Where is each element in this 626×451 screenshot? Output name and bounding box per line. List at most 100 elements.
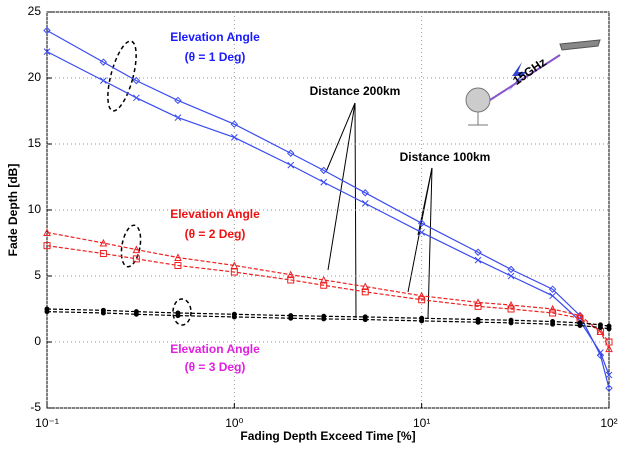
data-point xyxy=(287,276,295,284)
data-point xyxy=(44,309,50,315)
data-point xyxy=(230,120,239,128)
data-point xyxy=(577,323,583,328)
y-tick-label: 20 xyxy=(28,70,42,84)
series-line xyxy=(46,29,610,389)
data-point xyxy=(286,270,295,279)
data-point xyxy=(507,300,515,309)
data-point xyxy=(361,200,369,207)
annotation: Elevation Angle xyxy=(170,207,260,221)
y-tick-label: 5 xyxy=(34,268,41,282)
data-point xyxy=(99,58,108,66)
series xyxy=(43,242,613,346)
data-point xyxy=(605,338,613,346)
data-point xyxy=(230,261,239,269)
x-tick-label: 10¹ xyxy=(413,416,430,430)
data-point xyxy=(605,344,613,353)
data-point xyxy=(361,189,369,197)
series-line xyxy=(46,231,610,349)
data-point xyxy=(361,282,370,291)
data-point xyxy=(132,255,140,263)
data-point xyxy=(230,268,238,276)
data-point xyxy=(548,304,557,313)
data-point xyxy=(132,76,141,85)
y-axis-label: Fade Depth [dB] xyxy=(6,164,20,257)
data-point xyxy=(507,265,515,274)
data-point xyxy=(287,161,295,169)
data-point xyxy=(597,349,604,356)
data-point xyxy=(606,326,612,332)
x-tick-label: 10² xyxy=(600,416,617,430)
data-point xyxy=(418,296,426,304)
data-point xyxy=(43,228,51,236)
data-point xyxy=(417,219,426,227)
data-point xyxy=(287,149,295,157)
series-line xyxy=(46,51,610,376)
data-point xyxy=(174,96,182,105)
data-point xyxy=(174,261,182,269)
data-point xyxy=(474,298,482,306)
data-point xyxy=(508,320,514,326)
data-point xyxy=(576,314,584,322)
data-point xyxy=(100,77,107,84)
icons xyxy=(465,39,601,126)
data-point xyxy=(43,48,51,55)
annotation: Distance 200km xyxy=(310,84,401,98)
data-point xyxy=(174,114,182,121)
data-point xyxy=(605,371,613,379)
annotation: (θ = 2 Deg) xyxy=(185,227,246,241)
data-point xyxy=(362,317,368,323)
ellipse xyxy=(120,224,142,268)
data-point xyxy=(99,250,107,258)
x-tick-label: 10⁻¹ xyxy=(35,416,59,430)
data-point xyxy=(321,316,327,322)
data-point xyxy=(419,318,425,324)
y-tick-label: 15 xyxy=(28,136,42,150)
data-point xyxy=(133,311,139,317)
data-point xyxy=(418,229,426,236)
data-point xyxy=(320,281,328,289)
data-point xyxy=(99,238,108,247)
data-point xyxy=(288,315,294,321)
annotation: 15GHz xyxy=(510,55,549,88)
data-point xyxy=(43,26,51,35)
data-point xyxy=(43,242,51,250)
series xyxy=(43,228,613,353)
series xyxy=(44,309,612,332)
data-point xyxy=(231,314,237,320)
data-point xyxy=(549,309,557,317)
data-point xyxy=(361,288,369,296)
ellipse xyxy=(107,40,137,112)
data-point xyxy=(475,319,481,325)
ellipse xyxy=(172,298,192,326)
data-point xyxy=(474,256,482,264)
data-point xyxy=(320,166,328,175)
annotation: (θ = 1 Deg) xyxy=(185,50,246,64)
data-point xyxy=(550,321,556,327)
data-point xyxy=(132,245,141,254)
data-point xyxy=(133,94,140,102)
series xyxy=(43,48,613,379)
annotation: Elevation Angle xyxy=(170,342,260,356)
data-point xyxy=(507,305,515,313)
y-tick-label: 25 xyxy=(28,4,42,18)
data-point xyxy=(474,248,482,256)
series xyxy=(43,26,613,392)
x-tick-label: 10⁰ xyxy=(225,416,243,430)
data-point xyxy=(230,134,238,141)
data-point xyxy=(507,272,515,280)
y-tick-label: -5 xyxy=(30,400,41,414)
data-point xyxy=(605,384,613,392)
data-point xyxy=(549,292,556,300)
data-point xyxy=(548,285,557,293)
data-point xyxy=(174,253,182,262)
data-point xyxy=(175,313,181,319)
annotation: Elevation Angle xyxy=(170,30,260,44)
data-point xyxy=(320,178,328,186)
data-point xyxy=(597,324,603,330)
data-point xyxy=(417,291,426,300)
x-axis-label: Fading Depth Exceed Time [%] xyxy=(240,429,415,443)
data-point xyxy=(100,310,106,316)
y-tick-label: 10 xyxy=(28,202,42,216)
y-tick-label: 0 xyxy=(34,334,41,348)
